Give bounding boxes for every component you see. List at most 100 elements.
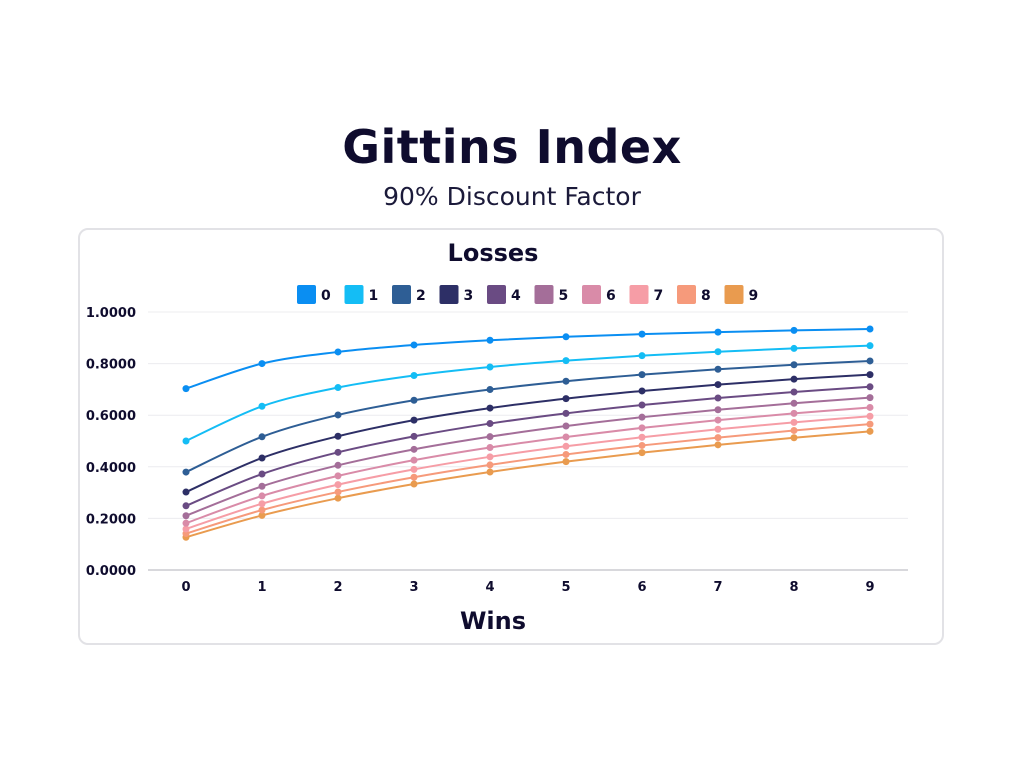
data-point xyxy=(410,416,418,424)
data-point xyxy=(182,488,190,496)
data-point xyxy=(486,336,494,344)
data-point xyxy=(866,357,874,365)
legend-label[interactable]: 4 xyxy=(511,288,521,304)
legend-label[interactable]: 3 xyxy=(464,288,474,304)
data-point xyxy=(258,402,266,410)
y-tick-label: 0.2000 xyxy=(86,512,136,527)
data-point xyxy=(638,449,646,457)
data-point xyxy=(410,445,418,453)
data-point xyxy=(258,511,266,519)
data-point xyxy=(410,456,418,464)
data-point xyxy=(790,418,798,426)
data-point xyxy=(714,348,722,356)
data-point xyxy=(334,481,342,489)
data-point xyxy=(790,388,798,396)
data-point xyxy=(410,480,418,488)
data-point xyxy=(258,500,266,508)
x-tick-label: 6 xyxy=(637,580,646,595)
data-point xyxy=(638,401,646,409)
legend-swatch[interactable] xyxy=(724,285,744,304)
data-point xyxy=(334,432,342,440)
data-point xyxy=(714,434,722,442)
series-line-losses-5 xyxy=(185,396,871,517)
data-point xyxy=(866,412,874,420)
legend-label[interactable]: 6 xyxy=(606,288,616,304)
data-point xyxy=(486,363,494,371)
data-point xyxy=(182,437,190,445)
legend-label[interactable]: 2 xyxy=(416,288,426,304)
data-point xyxy=(334,348,342,356)
legend-swatch[interactable] xyxy=(534,285,554,304)
data-point xyxy=(790,326,798,334)
x-tick-label: 0 xyxy=(181,580,190,595)
data-point xyxy=(790,399,798,407)
x-tick-label: 9 xyxy=(865,580,874,595)
x-tick-label: 1 xyxy=(257,580,266,595)
data-point xyxy=(866,427,874,435)
series-line-losses-6 xyxy=(185,406,871,525)
legend-label[interactable]: 8 xyxy=(701,288,711,304)
data-point xyxy=(714,365,722,373)
data-point xyxy=(562,458,570,466)
legend-swatch[interactable] xyxy=(629,285,649,304)
data-point xyxy=(866,403,874,411)
data-point xyxy=(790,409,798,417)
data-point xyxy=(714,381,722,389)
data-point xyxy=(486,453,494,461)
data-point xyxy=(562,409,570,417)
data-point xyxy=(334,448,342,456)
data-point xyxy=(410,341,418,349)
series-line-losses-0 xyxy=(185,327,871,390)
legend-swatch[interactable] xyxy=(297,285,316,304)
data-point xyxy=(486,386,494,394)
series-line-losses-8 xyxy=(185,423,871,535)
data-point xyxy=(866,342,874,350)
data-point xyxy=(334,494,342,502)
data-point xyxy=(182,512,190,520)
x-axis-label: Wins xyxy=(460,607,526,635)
data-point xyxy=(562,422,570,430)
legend-label[interactable]: 1 xyxy=(369,288,379,304)
data-point xyxy=(258,454,266,462)
legend-label[interactable]: 5 xyxy=(559,288,569,304)
data-point xyxy=(334,384,342,392)
y-tick-label: 0.6000 xyxy=(86,409,136,424)
legend-swatch[interactable] xyxy=(344,285,364,304)
chart-subtitle: 90% Discount Factor xyxy=(383,182,641,211)
data-point xyxy=(866,420,874,428)
y-tick-label: 1.0000 xyxy=(86,306,136,321)
data-point xyxy=(182,385,190,393)
chart-title: Gittins Index xyxy=(342,120,682,174)
data-point xyxy=(562,333,570,341)
legend-swatch[interactable] xyxy=(487,285,506,304)
data-point xyxy=(258,482,266,490)
data-point xyxy=(638,387,646,395)
x-tick-label: 4 xyxy=(485,580,494,595)
legend-label[interactable]: 7 xyxy=(654,288,664,304)
data-point xyxy=(638,424,646,432)
data-point xyxy=(866,394,874,402)
data-point xyxy=(486,468,494,476)
legend-title: Losses xyxy=(448,239,539,267)
data-point xyxy=(562,450,570,458)
legend-swatch[interactable] xyxy=(582,285,601,304)
legend-label[interactable]: 9 xyxy=(749,288,759,304)
legend-label[interactable]: 0 xyxy=(321,288,331,304)
data-point xyxy=(562,357,570,365)
x-tick-label: 8 xyxy=(789,580,798,595)
legend-swatch[interactable] xyxy=(392,285,411,304)
data-point xyxy=(182,525,190,533)
data-point xyxy=(562,377,570,385)
series-line-losses-1 xyxy=(185,344,871,442)
x-tick-label: 7 xyxy=(713,580,722,595)
data-point xyxy=(334,472,342,480)
legend-swatch[interactable] xyxy=(439,285,459,304)
data-point xyxy=(182,519,190,527)
legend-swatch[interactable] xyxy=(677,285,696,304)
data-point xyxy=(486,461,494,469)
y-tick-label: 0.8000 xyxy=(86,358,136,373)
data-point xyxy=(334,411,342,419)
data-point xyxy=(334,488,342,496)
data-point xyxy=(334,461,342,469)
data-point xyxy=(182,468,190,476)
